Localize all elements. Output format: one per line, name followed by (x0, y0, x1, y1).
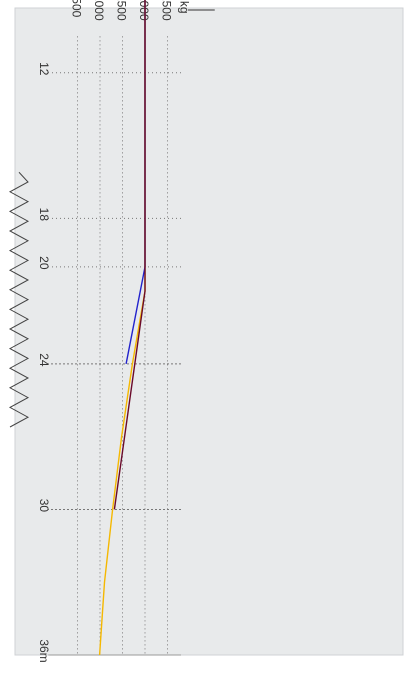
y-tick-label-500: 500 (70, 0, 84, 18)
y-tick-label-2500: 2500 (160, 0, 174, 21)
y-tick-label-2000: 2000 (137, 0, 151, 21)
y-axis-unit-label: kg (178, 1, 192, 14)
x-tick-label-24: 24 (37, 353, 51, 367)
tick-labels: 12 18 20 24 30 36m 500 1000 1500 2000 2500 kg (37, 0, 191, 663)
series-lines (98, 0, 146, 656)
span-range-indicator (8, 171, 30, 428)
span-zigzag-line (8, 171, 30, 428)
grid-lines (48, 36, 181, 656)
x-tick-label-18: 18 (37, 208, 51, 222)
x-tick-label-20: 20 (37, 256, 51, 270)
chart-background (14, 7, 404, 656)
y-tick-label-1000: 1000 (92, 0, 106, 21)
x-tick-label-30: 30 (37, 499, 51, 513)
y-tick-label-1500: 1500 (115, 0, 129, 21)
x-tick-label-36: 36m (37, 639, 51, 662)
crane-with-kg-weight-icon: kg (187, 9, 215, 11)
series-line-30 (113, 0, 146, 510)
x-tick-label-12: 12 (37, 62, 51, 76)
